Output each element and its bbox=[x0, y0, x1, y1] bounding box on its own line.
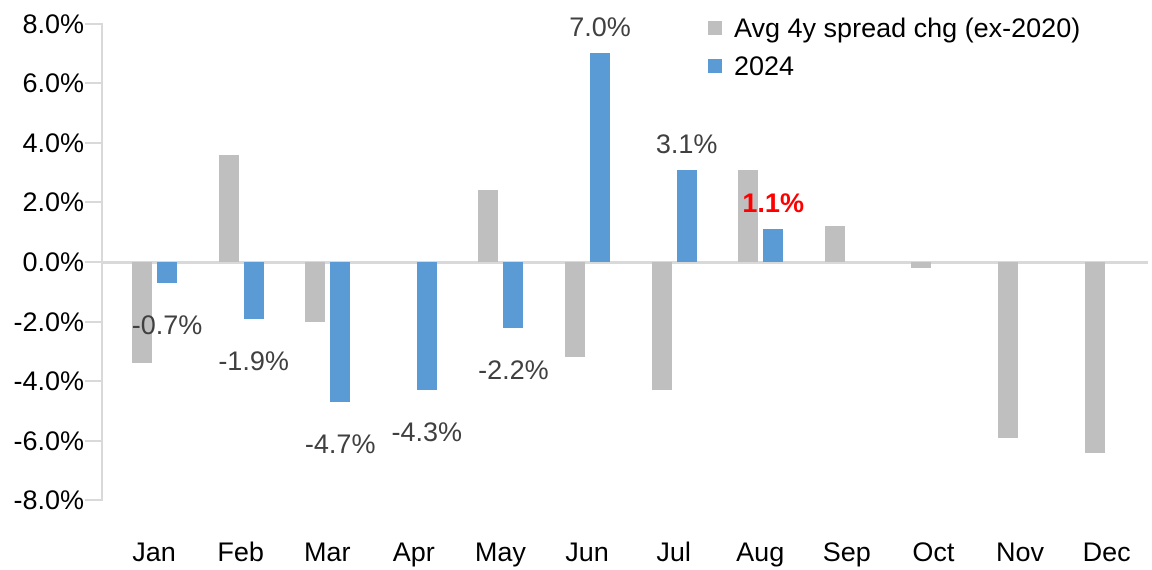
bar-2024-jun bbox=[590, 53, 610, 262]
y-tick-mark bbox=[85, 261, 101, 263]
x-tick-label-may: May bbox=[474, 537, 526, 567]
y-tick-mark bbox=[85, 82, 101, 85]
legend-item-2024: 2024 bbox=[708, 50, 1080, 82]
bar-avg-oct bbox=[911, 262, 932, 268]
chart-legend: Avg 4y spread chg (ex-2020) 2024 bbox=[708, 12, 1080, 88]
bar-2024-may bbox=[503, 262, 524, 328]
x-tick-label-nov: Nov bbox=[995, 537, 1045, 567]
y-tick-mark bbox=[85, 380, 101, 383]
bar-avg-dec bbox=[1084, 262, 1105, 453]
legend-label-avg: Avg 4y spread chg (ex-2020) bbox=[734, 13, 1081, 43]
x-tick-label-sep: Sep bbox=[822, 537, 871, 567]
bar-avg-may bbox=[478, 190, 499, 262]
data-label-jun: 7.0% bbox=[569, 12, 631, 43]
x-tick-label-oct: Oct bbox=[912, 537, 955, 567]
bar-2024-feb bbox=[243, 262, 264, 319]
data-label-jan: -0.7% bbox=[131, 309, 203, 340]
data-label-feb: -1.9% bbox=[218, 345, 289, 376]
x-tick-label-aug: Aug bbox=[736, 537, 785, 567]
bar-avg-feb bbox=[218, 154, 239, 262]
bar-avg-jan bbox=[132, 262, 152, 364]
y-tick-label: 4.0% bbox=[22, 127, 84, 158]
bar-2024-aug bbox=[763, 229, 784, 262]
y-tick-label: 8.0% bbox=[22, 8, 84, 39]
data-label-jul: 3.1% bbox=[655, 128, 718, 159]
y-tick-label: -2.0% bbox=[13, 306, 84, 337]
y-tick-label: 6.0% bbox=[22, 68, 84, 99]
bar-avg-aug bbox=[738, 169, 759, 262]
legend-swatch-2024-icon bbox=[708, 59, 722, 73]
bar-2024-jan bbox=[157, 262, 177, 283]
y-tick-label: -8.0% bbox=[13, 485, 84, 516]
bar-avg-jul bbox=[651, 262, 672, 391]
x-tick-label-feb: Feb bbox=[217, 537, 264, 567]
x-tick-label-mar: Mar bbox=[303, 537, 351, 567]
zero-gridline bbox=[101, 261, 1148, 264]
x-tick-label-jun: Jun bbox=[565, 537, 609, 567]
y-tick-mark bbox=[85, 439, 101, 442]
bar-avg-mar bbox=[305, 262, 326, 322]
data-label-aug: 1.1% bbox=[742, 188, 804, 219]
y-tick-label: 0.0% bbox=[22, 247, 84, 277]
bar-avg-nov bbox=[998, 262, 1018, 438]
y-tick-mark bbox=[85, 499, 101, 502]
y-tick-mark bbox=[85, 320, 101, 323]
bar-avg-sep bbox=[824, 226, 845, 262]
y-tick-label: 2.0% bbox=[22, 187, 84, 218]
data-label-may: -2.2% bbox=[478, 354, 549, 385]
legend-item-avg-4y-spread: Avg 4y spread chg (ex-2020) bbox=[708, 12, 1080, 44]
legend-label-2024: 2024 bbox=[734, 51, 795, 81]
y-tick-label: -6.0% bbox=[13, 425, 84, 456]
bar-2024-mar bbox=[330, 262, 351, 403]
data-label-apr: -4.3% bbox=[391, 417, 463, 448]
data-label-mar: -4.7% bbox=[304, 429, 376, 460]
y-tick-label: -4.0% bbox=[13, 366, 84, 397]
x-tick-label-jan: Jan bbox=[132, 537, 176, 567]
y-tick-mark bbox=[85, 141, 101, 144]
x-tick-label-dec: Dec bbox=[1082, 537, 1131, 567]
y-tick-mark bbox=[85, 201, 101, 204]
x-tick-label-jul: Jul bbox=[656, 537, 691, 567]
legend-swatch-avg-icon bbox=[708, 21, 722, 35]
bar-2024-jul bbox=[676, 169, 697, 262]
y-tick-mark bbox=[85, 22, 101, 25]
bar-avg-jun bbox=[565, 262, 585, 358]
bar-2024-apr bbox=[416, 262, 437, 391]
x-tick-label-apr: Apr bbox=[392, 537, 435, 567]
